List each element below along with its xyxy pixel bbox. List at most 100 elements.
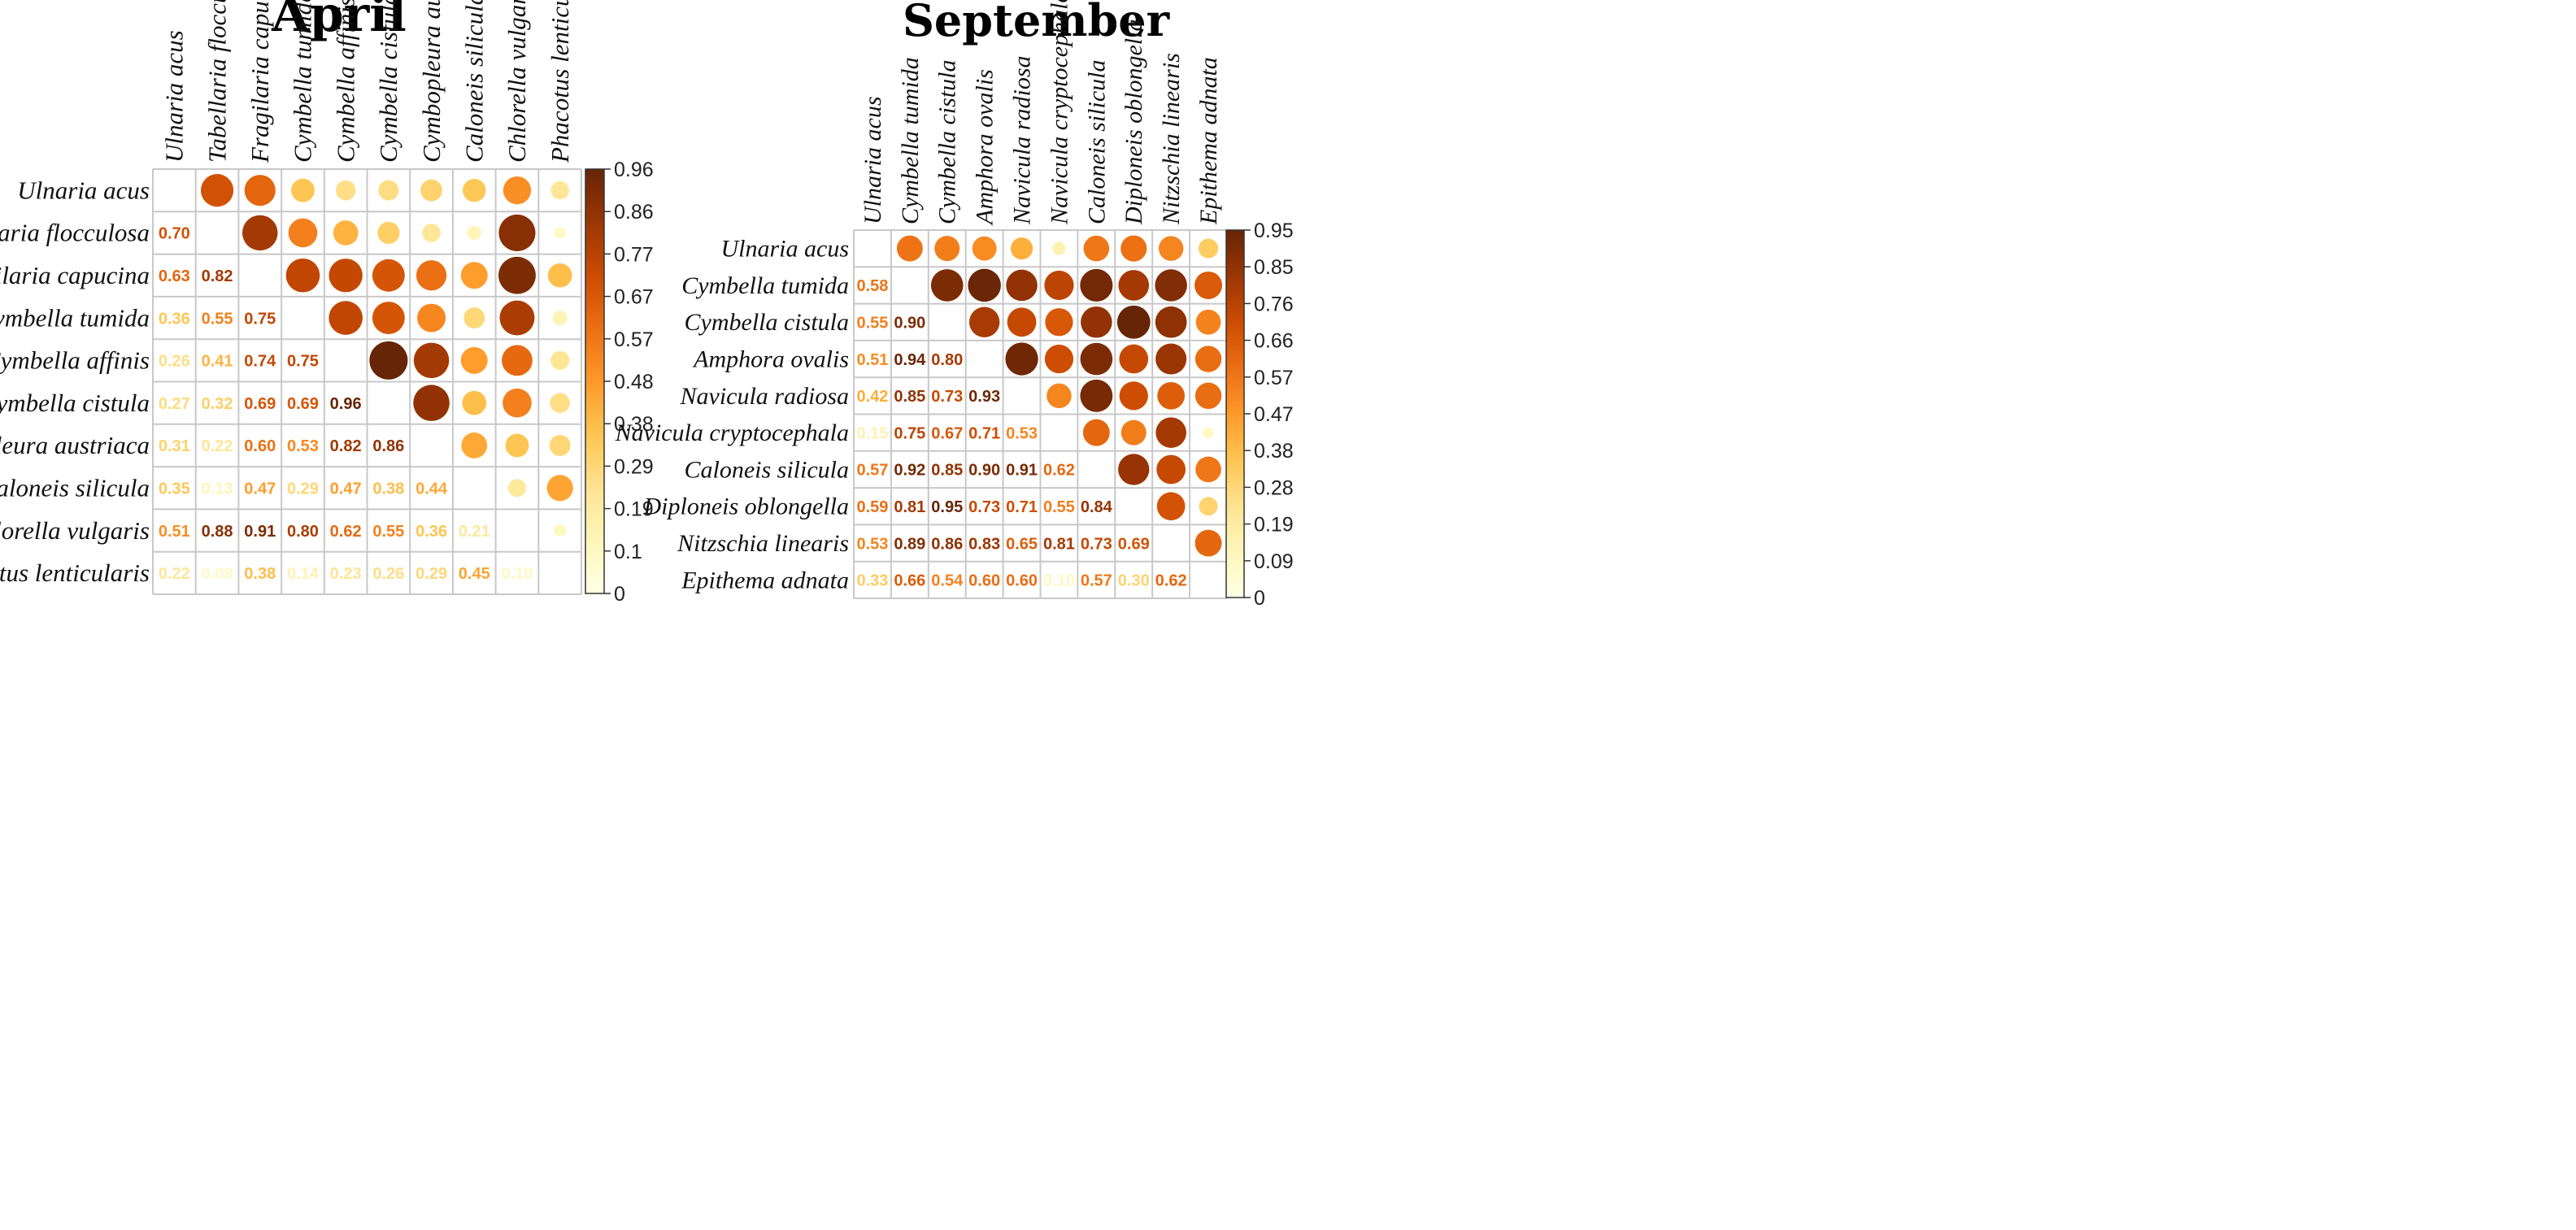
september-coefficient-label: 0.73 (931, 388, 963, 406)
september-colorbar-tick: 0.28 (1254, 476, 1294, 499)
september-correlation-circle (1156, 454, 1186, 485)
april-coefficient-label: 0.29 (287, 480, 319, 498)
april-correlation-circle (378, 180, 399, 201)
april-correlation-circle (291, 178, 315, 202)
april-coefficient-label: 0.41 (202, 353, 233, 371)
september-correlation-circle (1045, 308, 1073, 337)
september-coefficient-label: 0.73 (968, 498, 1000, 516)
april-correlation-circle (507, 479, 526, 498)
april-correlation-circle (285, 258, 320, 293)
april-correlation-circle (503, 388, 532, 418)
april-column-label: Cymbopleura austriaca (417, 0, 446, 163)
april-row-label: Chlorella vulgaris (0, 516, 150, 545)
april-coefficient-label: 0.82 (330, 437, 362, 455)
april-coefficient-label: 0.29 (416, 565, 447, 583)
april-correlation-circle (335, 180, 356, 201)
april-column-label: Cymbella cistula (374, 0, 402, 163)
april-correlation-circle (554, 524, 567, 537)
september-coefficient-label: 0.10 (1043, 572, 1075, 590)
september-correlation-circle (1155, 306, 1187, 338)
april-correlation-circle (460, 346, 488, 374)
september-coefficient-label: 0.92 (894, 462, 925, 480)
september-correlation-circle (1155, 269, 1187, 302)
april-column-label: Tabellaria flocculosa (202, 0, 231, 163)
april-coefficient-label: 0.60 (244, 437, 276, 455)
april-correlation-circle (463, 178, 486, 202)
april-correlation-circle (463, 307, 485, 328)
april-coefficient-label: 0.35 (159, 480, 190, 498)
april-coefficient-label: 0.55 (372, 523, 404, 541)
april-coefficient-label: 0.69 (287, 395, 319, 413)
april-coefficient-label: 0.51 (159, 523, 190, 541)
september-correlation-circle (1080, 268, 1113, 302)
september-row-label: Epithema adnata (681, 567, 849, 593)
april-coefficient-label: 0.26 (159, 353, 190, 371)
april-coefficient-label: 0.21 (459, 523, 490, 541)
april-coefficient-label: 0.38 (372, 480, 404, 498)
september-coefficient-label: 0.57 (1081, 572, 1112, 590)
september-correlation-circle (1119, 344, 1149, 374)
september-correlation-circle (1203, 427, 1214, 438)
april-correlation-circle (550, 393, 570, 413)
april-coefficient-label: 0.96 (330, 395, 362, 413)
april-panel: April Ulnaria acus Ulnaria acus Tabellaria … (0, 0, 654, 606)
april-correlation-circle (333, 220, 359, 246)
september-correlation-circle (1006, 269, 1038, 302)
september-correlation-circle (968, 306, 1000, 337)
september-row-label: Diploneis oblongella (643, 493, 849, 520)
april-colorbar-tick: 0.19 (614, 498, 654, 521)
september-column-label: Cymbella cistula (934, 60, 961, 224)
april-colorbar-tick: 0.67 (614, 286, 654, 309)
september-correlation-circle (1194, 346, 1222, 372)
april-coefficient-label: 0.27 (159, 395, 190, 413)
september-colorbar-tick: 0.19 (1254, 514, 1294, 537)
september-coefficient-label: 0.33 (856, 572, 888, 590)
april-correlation-circle (462, 390, 487, 415)
april-row-label: Phacotus lenticularis (0, 558, 150, 587)
september-coefficient-label: 0.86 (931, 535, 963, 553)
september-colorbar (1225, 229, 1245, 598)
april-correlation-circle (377, 221, 400, 245)
april-coefficient-label: 0.53 (287, 437, 319, 455)
september-correlation-circle (1194, 529, 1222, 557)
september-correlation-circle (1052, 241, 1066, 255)
september-column-label: Cymbella tumida (897, 57, 924, 224)
april-column-label: Cymbella affinis (331, 0, 359, 163)
september-correlation-circle (1157, 381, 1186, 410)
september-row-label: Ulnaria acus (721, 236, 850, 263)
september-coefficient-label: 0.85 (894, 388, 925, 406)
september-coefficient-label: 0.94 (894, 351, 926, 369)
september-coefficient-label: 0.65 (1006, 535, 1038, 553)
september-row-label: Amphora ovalis (692, 346, 849, 372)
september-coefficient-label: 0.58 (856, 277, 888, 295)
april-correlation-circle (467, 225, 481, 241)
september-correlation-circle (934, 236, 960, 262)
april-correlation-circle (502, 345, 533, 376)
september-correlation-circle (1010, 237, 1033, 260)
september-coefficient-label: 0.75 (894, 424, 925, 442)
september-correlation-circle (1118, 270, 1150, 301)
september-coefficient-label: 0.53 (1006, 424, 1038, 442)
september-column-label: Navicula cryptocephala (1046, 0, 1073, 225)
april-coefficient-label: 0.31 (159, 437, 190, 455)
september-colorbar-tick: 0.76 (1254, 293, 1294, 315)
september-coefficient-label: 0.59 (856, 498, 888, 516)
september-coefficient-label: 0.15 (856, 424, 888, 442)
september-row-label: Navicula radiosa (680, 383, 850, 410)
april-coefficient-label: 0.44 (416, 480, 448, 498)
september-correlation-circle (930, 269, 964, 302)
september-correlation-circle (1199, 497, 1218, 516)
september-coefficient-label: 0.81 (894, 498, 925, 516)
september-coefficient-label: 0.67 (931, 424, 963, 442)
september-coefficient-label: 0.69 (1118, 535, 1150, 553)
april-correlation-circle (372, 259, 405, 292)
september-correlation-circle (1007, 307, 1037, 337)
april-correlation-circle (420, 179, 442, 202)
april-column-label: Caloneis silicula (459, 0, 488, 163)
april-correlation-circle (547, 263, 572, 288)
april-correlation-circle (552, 311, 568, 326)
april-row-label: Cymbella affinis (0, 346, 150, 375)
september-coefficient-label: 0.83 (968, 535, 1000, 553)
april-coefficient-label: 0.23 (330, 565, 362, 583)
